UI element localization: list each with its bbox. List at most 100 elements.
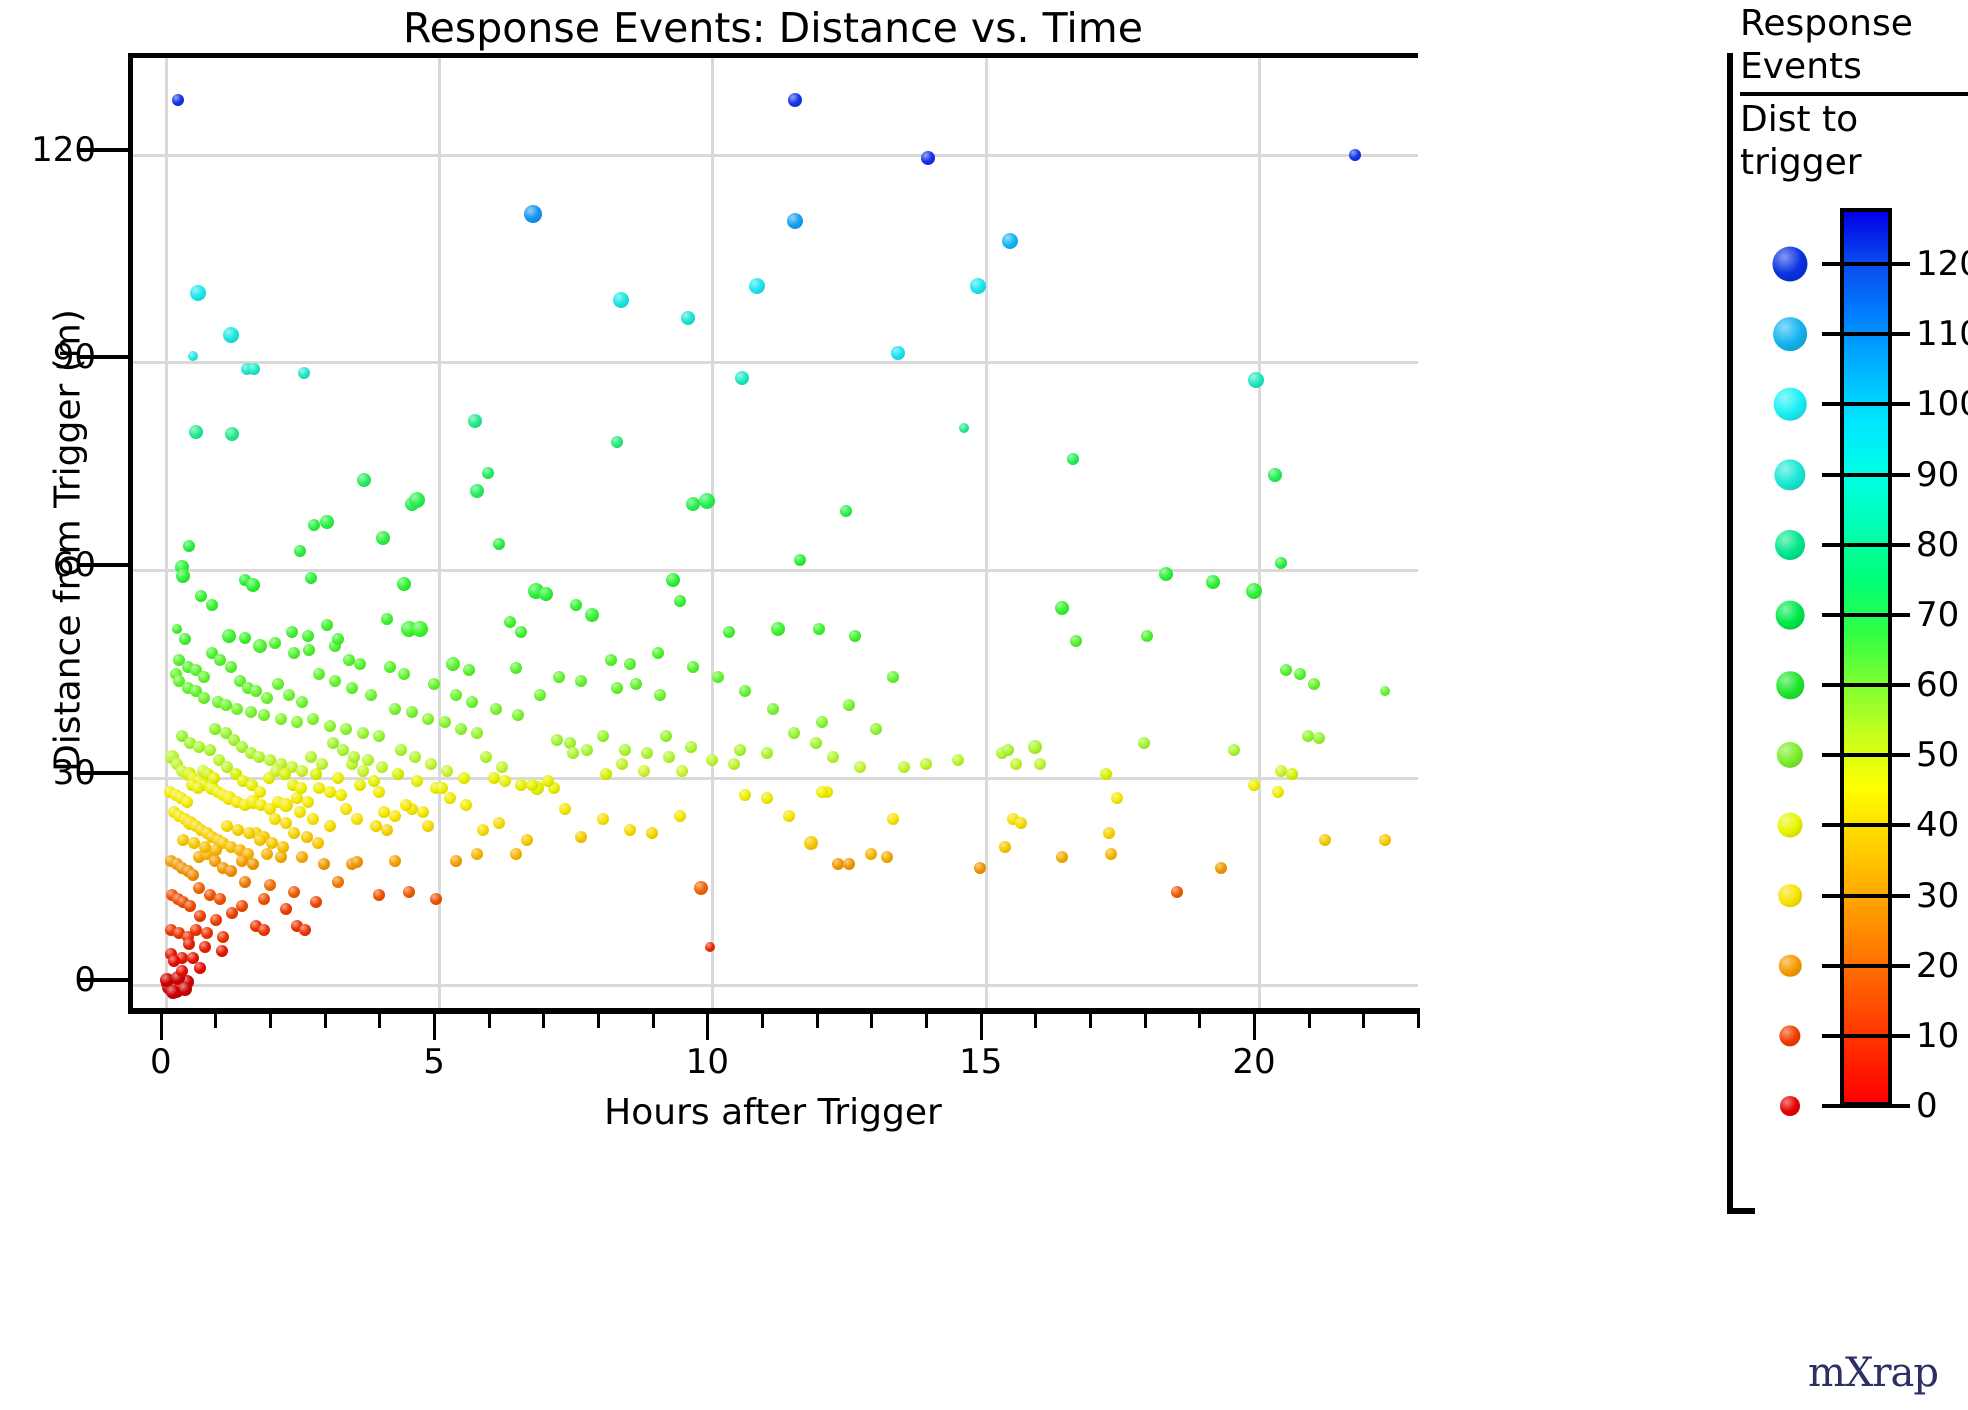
plot-area[interactable]	[128, 53, 1418, 1008]
scatter-point	[258, 709, 271, 722]
gridline-vertical	[1258, 58, 1262, 1008]
scatter-point	[761, 747, 774, 760]
scatter-point	[487, 771, 500, 784]
scatter-point	[178, 633, 191, 646]
scatter-point	[886, 813, 899, 826]
scatter-point	[493, 537, 506, 550]
colorbar-tick-label: 80	[1916, 524, 1960, 565]
watermark-text-b: rap	[1872, 1350, 1939, 1396]
scatter-point	[278, 768, 291, 781]
scatter-point	[673, 595, 686, 608]
scatter-point	[1056, 851, 1069, 864]
scatter-point	[297, 366, 310, 379]
scatter-point	[318, 858, 331, 871]
scatter-point	[189, 923, 202, 936]
scatter-point	[952, 754, 965, 767]
scatter-point	[296, 764, 309, 777]
scatter-point	[301, 795, 314, 808]
scatter-point	[1248, 371, 1265, 388]
scatter-point	[191, 782, 204, 795]
scatter-point	[897, 761, 910, 774]
scatter-point	[1274, 764, 1287, 777]
scatter-point	[761, 792, 774, 805]
scatter-point	[334, 789, 347, 801]
scatter-point	[293, 806, 306, 819]
scatter-point	[680, 310, 695, 325]
scatter-point	[449, 854, 462, 867]
scatter-point	[610, 436, 623, 449]
scatter-point	[372, 785, 385, 798]
scatter-point	[203, 744, 216, 757]
scatter-point	[353, 778, 366, 791]
scatter-point	[749, 278, 766, 295]
scatter-point	[610, 681, 623, 694]
scatter-point	[1015, 816, 1028, 829]
scatter-point	[226, 906, 239, 919]
scatter-point	[295, 782, 308, 795]
scatter-point	[192, 740, 205, 753]
scatter-point	[176, 568, 191, 583]
scatter-point	[411, 775, 424, 788]
scatter-point	[651, 647, 664, 660]
scatter-point	[666, 573, 681, 588]
colorbar-tick-label: 120	[1916, 244, 1968, 285]
scatter-point	[320, 514, 335, 529]
scatter-point	[921, 151, 936, 166]
colorbar-tick-label: 60	[1916, 665, 1960, 706]
watermark-text: m	[1808, 1350, 1846, 1396]
colorbar-tick-label: 40	[1916, 805, 1960, 846]
scatter-point	[351, 856, 364, 869]
scatter-point	[853, 761, 866, 774]
scatter-point	[362, 754, 375, 767]
scatter-point	[1105, 847, 1118, 860]
scatter-point	[193, 962, 206, 975]
legend-size-marker	[1775, 529, 1805, 560]
scatter-point	[242, 827, 255, 840]
scatter-point	[1140, 629, 1153, 642]
scatter-point	[520, 833, 533, 846]
scatter-point	[569, 598, 582, 611]
legend-title-rule	[1740, 92, 1968, 96]
x-tick-minor	[1198, 1014, 1202, 1028]
scatter-point	[269, 636, 282, 649]
scatter-point	[684, 740, 697, 753]
scatter-point	[285, 626, 298, 639]
legend-size-marker	[1778, 954, 1802, 977]
gridline-vertical	[164, 58, 168, 1008]
colorbar[interactable]	[1840, 208, 1892, 1106]
scatter-point	[810, 737, 823, 750]
scatter-point	[958, 422, 969, 433]
x-tick-major	[433, 1014, 437, 1040]
scatter-point	[476, 823, 489, 836]
x-tick-minor	[761, 1014, 765, 1028]
scatter-point	[331, 771, 344, 784]
scatter-point	[1138, 737, 1151, 750]
y-tick-major	[78, 563, 128, 568]
scatter-point	[553, 670, 566, 683]
scatter-point	[258, 892, 271, 905]
scatter-point	[321, 619, 334, 632]
x-tick-label: 0	[149, 1042, 172, 1082]
scatter-point	[654, 688, 667, 701]
scatter-point	[826, 750, 839, 763]
gridline-horizontal	[133, 984, 1418, 988]
scatter-point	[203, 889, 216, 902]
x-tick-minor	[1034, 1014, 1038, 1028]
y-tick-major	[78, 978, 128, 983]
scatter-point	[515, 778, 528, 791]
scatter-point	[558, 802, 571, 815]
scatter-point	[1379, 686, 1390, 697]
scatter-point	[495, 761, 508, 774]
scatter-point	[422, 712, 435, 725]
scatter-point	[340, 723, 353, 736]
gridline-horizontal	[133, 153, 1418, 157]
scatter-point	[787, 212, 804, 229]
scatter-point	[1099, 768, 1112, 781]
scatter-point	[1027, 739, 1042, 754]
colorbar-tick-label: 50	[1916, 735, 1960, 776]
scatter-point	[236, 854, 249, 867]
scatter-point	[1055, 601, 1070, 616]
scatter-point	[1001, 744, 1014, 757]
scatter-point	[1069, 634, 1082, 647]
scatter-point	[303, 643, 315, 656]
